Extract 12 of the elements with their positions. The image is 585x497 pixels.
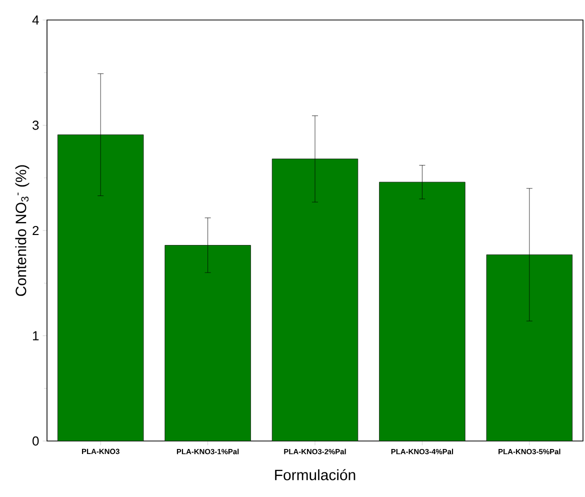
- bar: [486, 254, 572, 441]
- bar: [379, 182, 466, 441]
- y-tick-label: 0: [32, 436, 39, 446]
- y-tick-label: 2: [32, 226, 39, 236]
- x-axis-title: Formulación: [275, 469, 356, 480]
- y-tick-label: 1: [33, 331, 39, 340]
- y-tick-label: 4: [32, 16, 39, 24]
- bar: [58, 134, 144, 441]
- bar: [272, 158, 358, 441]
- bar: [164, 245, 251, 441]
- y-tick-label: 3: [32, 120, 39, 130]
- y-axis-title: Contenido NO$_{3}$$^{-}$ (%): [15, 165, 30, 296]
